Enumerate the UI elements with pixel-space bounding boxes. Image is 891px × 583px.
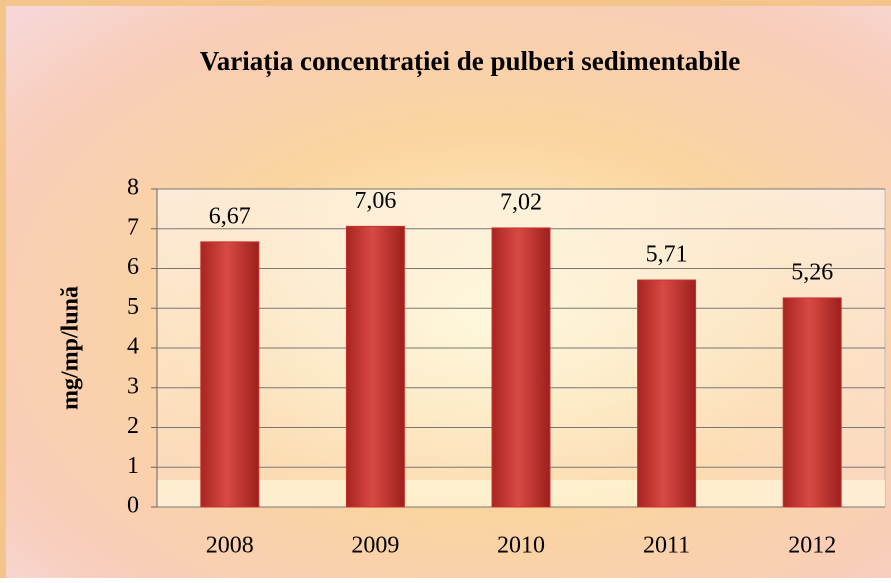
data-label: 5,26 xyxy=(791,259,833,285)
x-tick-label: 2011 xyxy=(643,533,690,559)
data-label: 5,71 xyxy=(646,242,688,268)
chart-title: Variația concentrației de pulberi sedime… xyxy=(200,46,740,77)
y-tick-label: 5 xyxy=(127,294,139,320)
x-tick-label: 2012 xyxy=(788,533,836,559)
y-tick-label: 8 xyxy=(127,175,139,201)
data-label: 7,02 xyxy=(500,189,542,215)
y-axis-label: mg/mp/lună xyxy=(58,286,84,410)
bar xyxy=(200,241,260,508)
x-tick-label: 2009 xyxy=(351,533,399,559)
y-tick-label: 7 xyxy=(127,214,139,240)
y-tick-label: 0 xyxy=(127,493,139,519)
x-tick-label: 2008 xyxy=(206,533,254,559)
bar xyxy=(637,279,697,508)
data-label: 7,06 xyxy=(354,188,396,214)
x-tick-label: 2010 xyxy=(497,533,545,559)
y-tick-label: 6 xyxy=(127,254,139,280)
bar xyxy=(345,225,405,508)
bar xyxy=(782,297,842,508)
data-label: 6,67 xyxy=(209,203,251,229)
y-tick-label: 3 xyxy=(127,373,139,399)
y-tick-label: 2 xyxy=(127,413,139,439)
bar xyxy=(491,227,551,508)
y-tick-label: 1 xyxy=(127,453,139,479)
y-tick-label: 4 xyxy=(127,334,139,360)
